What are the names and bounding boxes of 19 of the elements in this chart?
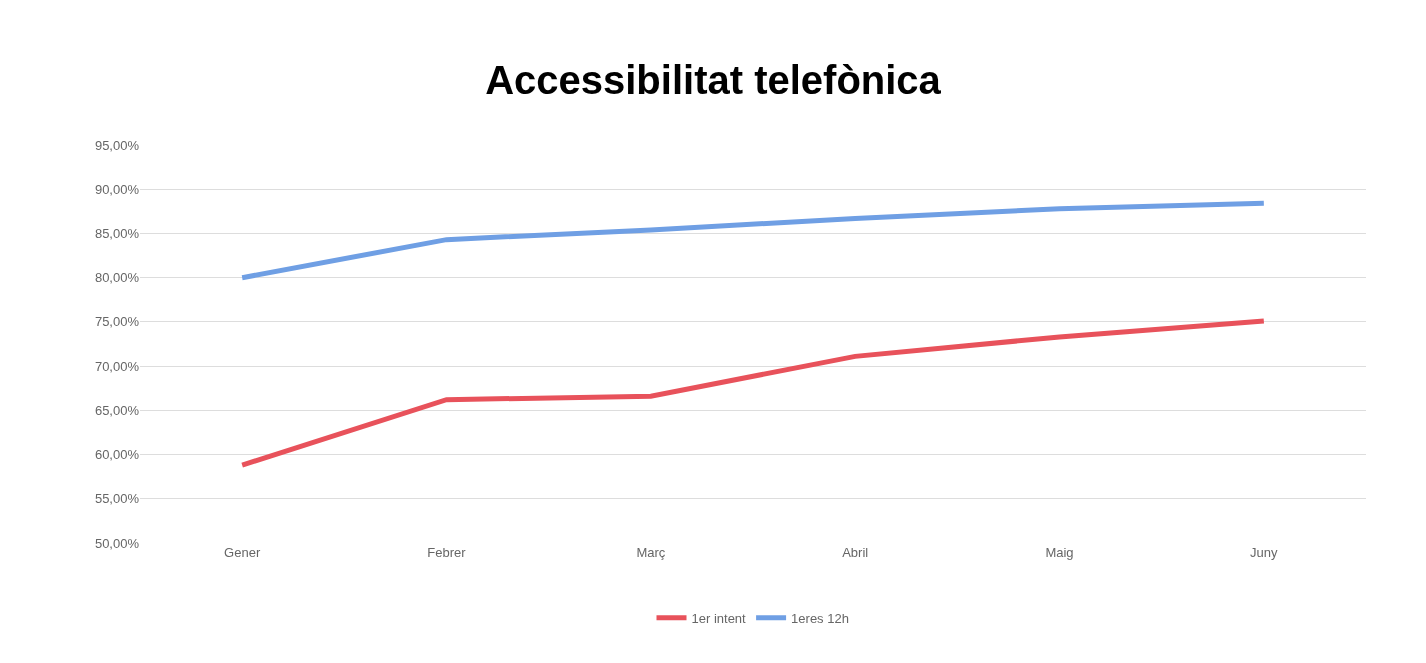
x-tick-label: Març xyxy=(636,545,666,560)
y-tick-label: 55,00% xyxy=(94,491,140,507)
x-tick-label: Abril xyxy=(842,545,869,560)
x-tick-label: Gener xyxy=(224,545,261,560)
y-tick-label: 90,00% xyxy=(94,181,140,197)
y-tick-label: 80,00% xyxy=(94,270,140,286)
y-tick-label: 65,00% xyxy=(94,402,140,418)
y-tick-label: 60,00% xyxy=(94,447,140,463)
x-tick-label: Febrer xyxy=(427,545,467,560)
y-tick-label: 85,00% xyxy=(94,225,140,241)
legend-label: 1er intent xyxy=(691,610,747,626)
y-tick-label: 50,00% xyxy=(94,535,140,551)
x-tick-label: Maig xyxy=(1045,545,1074,560)
y-tick-label: 95,00% xyxy=(94,137,140,153)
x-tick-label: Juny xyxy=(1250,545,1279,560)
legend-label: 1eres 12h xyxy=(791,610,849,626)
y-tick-label: 75,00% xyxy=(94,314,140,330)
y-tick-label: 70,00% xyxy=(94,358,140,374)
chart-title: Accessibilitat telefònica xyxy=(485,58,942,103)
